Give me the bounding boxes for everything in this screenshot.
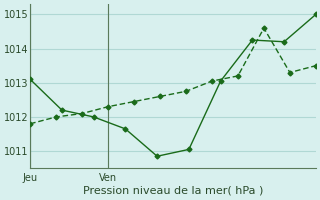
X-axis label: Pression niveau de la mer( hPa ): Pression niveau de la mer( hPa ) xyxy=(83,186,263,196)
